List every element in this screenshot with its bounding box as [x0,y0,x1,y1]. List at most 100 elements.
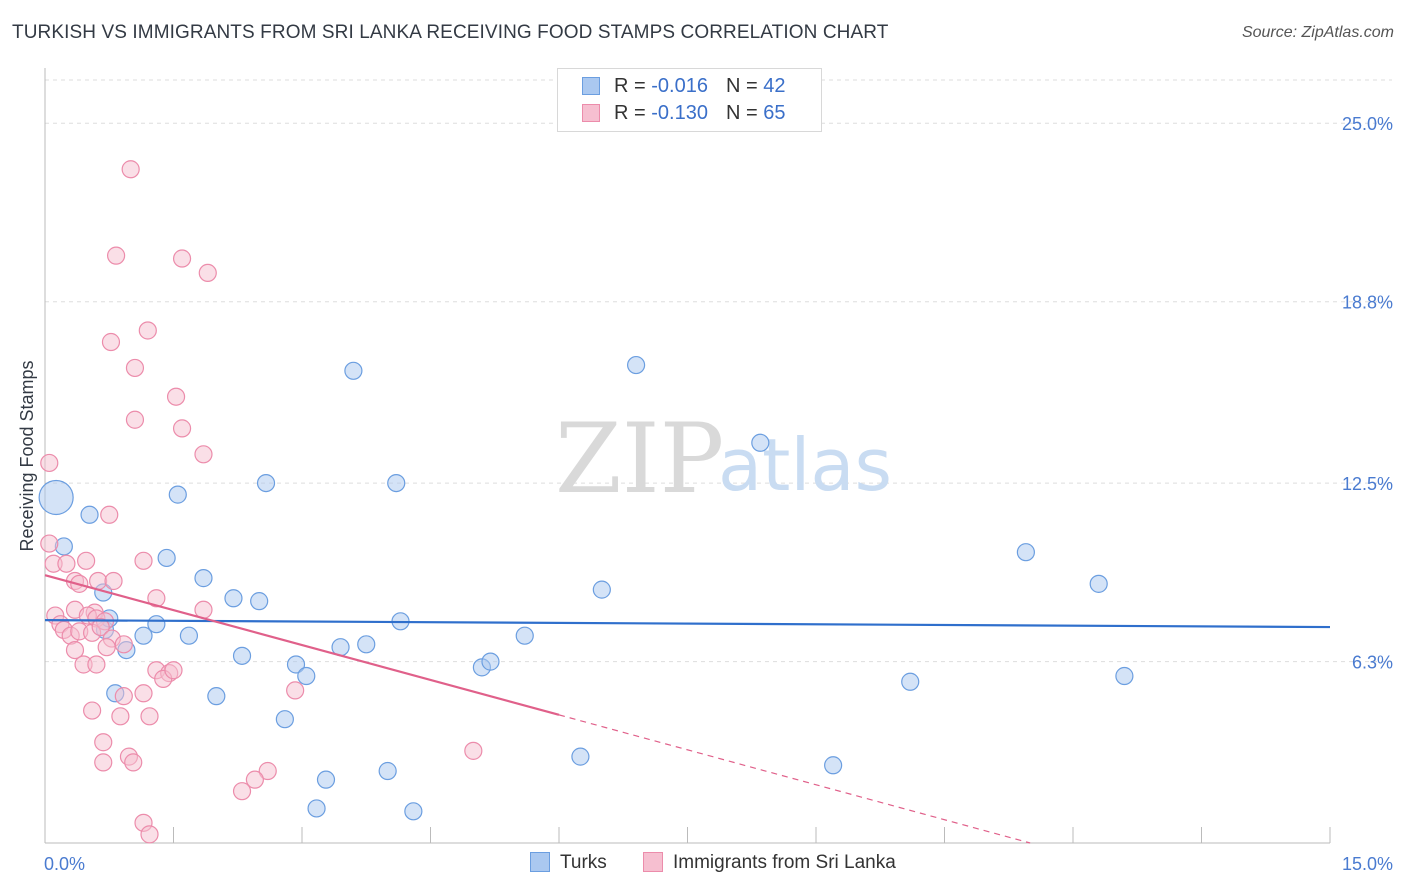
turks-point [515,626,534,645]
turks-point [307,799,326,818]
turks-point [286,655,306,674]
turks-point [571,747,590,766]
turks-trend-line [44,619,1331,629]
turks-point [824,756,843,775]
srilanka-point [57,554,76,573]
srilanka-point [138,321,157,340]
bottom-legend-label-srilanka: Immigrants from Sri Lanka [673,852,896,873]
legend-n-label-turks: N = [725,75,758,97]
srilanka-point [114,687,133,706]
legend-swatch-srilanka [582,104,600,122]
srilanka-trend-extension [558,714,1031,844]
srilanka-point [172,249,192,268]
bottom-legend-srilanka: Immigrants from Sri Lanka [643,852,896,874]
turks-point [481,652,500,671]
legend-row-srilanka: R = -0.130 N = 65 [582,102,785,128]
bottom-legend-label-turks: Turks [560,852,607,873]
srilanka-point [87,655,106,674]
srilanka-point [121,160,140,179]
turks-point [194,569,213,588]
y-tick-label: 18.8% [1342,293,1393,313]
srilanka-point [134,551,153,570]
turks-point [901,672,920,691]
turks-point [250,592,269,611]
legend-r-label-srilanka: R = [614,102,646,124]
points-layer [38,160,1134,844]
srilanka-point [94,733,113,752]
srilanka-point [125,410,145,429]
srilanka-point [164,661,183,680]
bottom-legend-turks: Turks [530,852,607,874]
srilanka-point [245,770,264,789]
turks-point [297,666,316,686]
legend-n-value-turks: 42 [763,75,786,97]
srilanka-point [464,741,483,760]
grid-layer [45,79,1392,663]
turks-point [80,505,99,524]
turks-point [224,589,243,608]
srilanka-point [104,571,123,591]
srilanka-point [125,358,145,378]
y-tick-label: 6.3% [1352,653,1393,673]
srilanka-point [111,707,130,726]
srilanka-point [101,332,121,352]
turks-point [38,479,74,516]
turks-point [179,626,199,645]
turks-point [404,802,423,821]
correlation-legend: R = -0.016 N = 42 R = -0.130 N = 65 [557,68,822,132]
srilanka-point [198,263,217,283]
legend-r-label-turks: R = [614,75,646,97]
watermark: ZIP atlas [555,403,892,515]
srilanka-point [91,617,110,637]
y-tick-label: 12.5% [1342,474,1393,494]
srilanka-point [114,635,133,654]
turks-point [232,646,252,665]
bottom-legend-swatch-turks [530,852,550,872]
srilanka-point [166,387,186,406]
x-tick-label: 15.0% [1342,854,1393,874]
watermark-zip: ZIP [555,403,724,515]
turks-point [626,355,646,375]
srilanka-trend-line [44,574,560,716]
srilanka-point [124,753,143,772]
turks-point [147,615,166,634]
srilanka-point [172,419,192,438]
srilanka-point [40,453,59,473]
ticks-layer: 6.3% 12.5% 18.8% 25.0% 0.0% 15.0% [44,114,1393,874]
turks-point [344,361,363,380]
srilanka-point [140,707,159,726]
trend-layer [44,574,1331,844]
turks-point [168,485,187,504]
turks-point [387,473,406,493]
srilanka-point [258,761,277,781]
y-axis-label: Receiving Food Stamps [17,360,37,551]
turks-point [1115,666,1134,686]
srilanka-point [65,640,85,660]
y-tick-label: 25.0% [1342,114,1393,134]
chart-title: TURKISH VS IMMIGRANTS FROM SRI LANKA REC… [12,22,889,43]
srilanka-point [94,753,113,772]
legend-r-value-srilanka: -0.130 [651,102,708,124]
turks-point [1016,543,1035,562]
source-label: Source: ZipAtlas.com [1241,24,1394,41]
legend-row-turks: R = -0.016 N = 42 [582,75,785,101]
watermark-atlas: atlas [718,423,892,507]
turks-point [316,770,336,789]
turks-point [357,635,376,654]
turks-point [275,710,294,729]
legend-n-label-srilanka: N = [725,102,758,124]
legend-swatch-turks [582,77,600,95]
bottom-legend-swatch-srilanka [643,852,663,872]
turks-point [378,761,397,781]
legend-r-value-turks: -0.016 [651,75,708,97]
srilanka-point [40,534,59,553]
turks-point [1089,574,1108,593]
turks-point [157,548,176,568]
srilanka-point [107,246,126,265]
x-tick-label: 0.0% [44,854,85,874]
legend-n-value-srilanka: 65 [763,102,786,124]
turks-point [207,687,226,706]
srilanka-point [194,445,213,464]
srilanka-point [147,589,166,608]
